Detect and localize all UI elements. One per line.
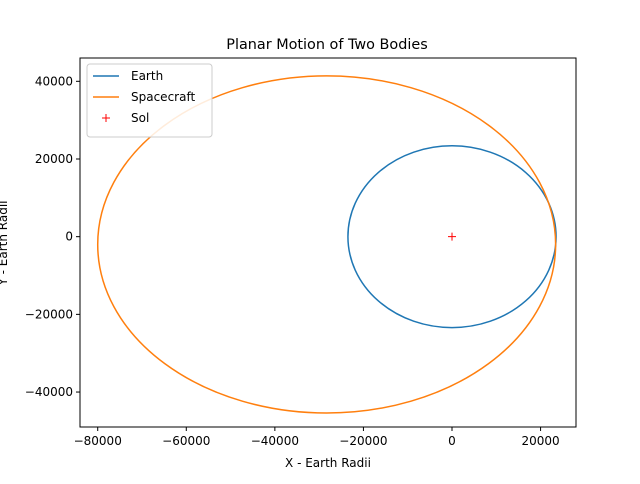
legend-marker-sol (102, 114, 110, 122)
spacecraft-orbit-line (96, 75, 557, 414)
x-tick-label: −40000 (251, 434, 299, 448)
legend-box (86, 63, 213, 138)
x-tick-label: −80000 (74, 434, 122, 448)
x-tick-label: 0 (448, 434, 456, 448)
y-tick-label: 20000 (35, 152, 73, 166)
y-tick-label: −20000 (25, 307, 73, 321)
x-tick-label: −20000 (339, 434, 387, 448)
y-tick-label: 0 (65, 230, 73, 244)
chart-title: Planar Motion of Two Bodies (226, 37, 427, 53)
x-axis-title: X - Earth Radii (285, 456, 371, 470)
legend-label-sol: Sol (131, 111, 149, 125)
legend-label-spacecraft: Spacecraft (131, 90, 195, 104)
x-tick-label: −60000 (162, 434, 210, 448)
sol-marker (448, 232, 456, 241)
y-axis-title: Y - Earth Radii (0, 201, 10, 287)
legend-label-earth: Earth (131, 69, 163, 83)
plot-frame (79, 57, 577, 428)
x-tick-label: 20000 (521, 434, 559, 448)
y-tick-label: 40000 (35, 74, 73, 88)
y-tick-label: −40000 (25, 385, 73, 399)
